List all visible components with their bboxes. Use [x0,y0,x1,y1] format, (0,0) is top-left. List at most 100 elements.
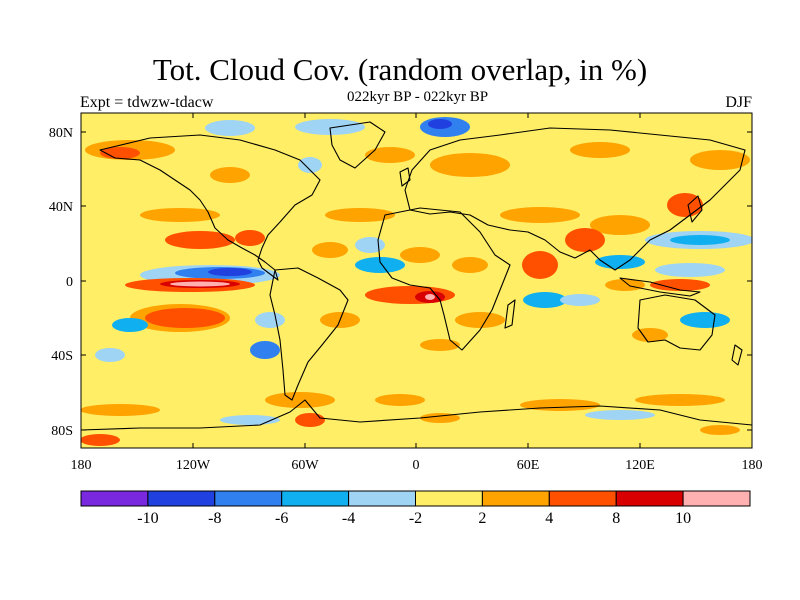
map-area [81,113,752,448]
field-patch [112,318,148,332]
colorbar-label: -8 [208,510,221,527]
colorbar-swatch [214,490,283,507]
coastline-africa [377,207,511,351]
field-patch [680,312,730,328]
longitude-ticks [192,113,641,448]
field-patch [452,257,488,273]
colorbar: -10 -8 -6 -4 -2 2 4 8 10 [80,490,751,527]
coastline-new-zealand [731,344,743,366]
lat-label: 40N [49,200,73,215]
lat-label: 80S [51,424,73,439]
field-patch [425,294,435,300]
colorbar-label: 4 [545,510,553,527]
lon-label: 180 [71,458,92,473]
lon-label: 120W [176,458,211,473]
coastline-australia [637,294,716,351]
field-patch [208,268,252,276]
field-patch [605,279,645,291]
colorbar-label: 8 [612,510,620,527]
chart-title: Tot. Cloud Cov. (random overlap, in %) [152,52,648,87]
field-patch [375,394,425,406]
field-patch [590,215,650,235]
field-patch [295,413,325,427]
field-patch [520,399,600,411]
field-patch [428,119,452,129]
season-label: DJF [725,94,752,111]
latitude-ticks [81,131,752,431]
coastline-antarctica [81,399,752,431]
field-patch [210,167,250,183]
lat-label: 80N [49,126,73,141]
field-patch [650,279,710,291]
colorbar-swatch [481,490,550,507]
field-patch [585,410,655,420]
field-patch [205,120,255,136]
colorbar-label: -6 [275,510,288,527]
field-patch [325,208,395,222]
field-patch [355,237,385,253]
lat-label: 40S [51,349,73,364]
field-patch [100,147,140,159]
colorbar-swatch [548,490,617,507]
colorbar-label: 2 [478,510,486,527]
colorbar-label: -2 [409,510,422,527]
colorbar-swatch [615,490,684,507]
coastline-madagascar [504,299,516,329]
colorbar-label: -4 [342,510,355,527]
coastline-japan [687,195,703,223]
field-patch [298,157,322,173]
field-patch [255,312,285,328]
lon-label: 0 [413,458,420,473]
longitude-labels: 180 120W 60W 0 60E 120E 180 [71,458,763,473]
lon-label: 120E [625,458,655,473]
cloud-anomaly-fields [81,117,752,446]
field-patch [355,257,405,273]
colorbar-swatch [682,490,751,507]
field-patch [690,150,750,170]
field-patch [635,394,725,406]
field-patch [560,294,600,306]
lat-label: 0 [66,275,73,290]
colorbar-swatch [80,490,149,507]
latitude-labels: 80N 40N 0 40S 80S [49,126,73,439]
lon-label: 180 [742,458,763,473]
colorbar-swatch [147,490,216,507]
field-patch [430,153,510,177]
colorbar-swatch [348,490,417,507]
field-patch [145,308,225,328]
field-patch [312,242,348,258]
coastline-eurasia [404,127,746,271]
field-patch [420,339,460,351]
field-patch [565,228,605,252]
field-patch [670,235,730,245]
colorbar-swatch [415,490,483,507]
field-patch [700,425,740,435]
experiment-label: Expt = tdwzw-tdacw [80,94,214,111]
field-patch [500,207,580,223]
colorbar-swatch [281,490,350,507]
field-patch [170,281,230,287]
colorbar-label: -10 [137,510,158,527]
chart-subtitle: 022kyr BP - 022kyr BP [346,89,489,105]
field-patch [400,247,440,263]
lon-label: 60E [517,458,540,473]
field-patch [265,392,335,408]
field-patch [523,292,567,308]
coastline-south-america [269,267,349,401]
field-patch [140,208,220,222]
coastline-britain [399,167,411,187]
field-patch [570,142,630,158]
field-patch [522,251,558,279]
field-patch [295,119,365,135]
coastline-greenland [329,121,386,169]
coastlines [81,121,752,431]
field-patch [365,147,415,163]
field-patch [455,312,505,328]
field-patch [235,230,265,246]
field-patch [250,341,280,359]
field-patch [655,263,725,277]
field-patch [81,404,160,416]
colorbar-label: 10 [675,510,691,527]
field-patch [81,434,120,446]
